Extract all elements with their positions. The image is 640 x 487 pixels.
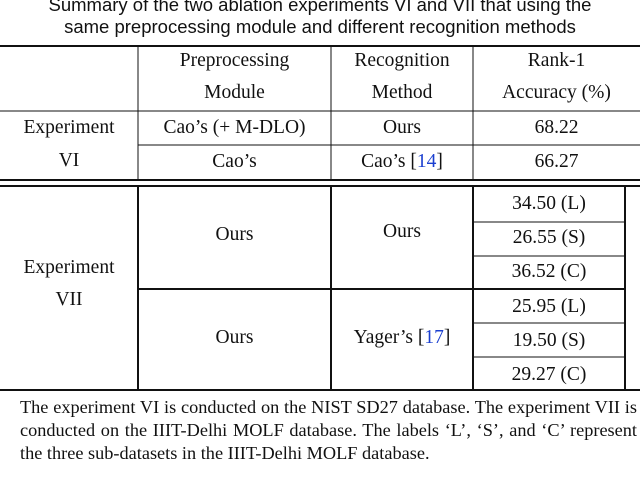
method-text: Yager’s [ [353, 327, 425, 348]
method-text: ] [436, 151, 443, 172]
method-cell: Ours [331, 221, 473, 243]
caption-line: Summary of the two ablation experiments … [48, 0, 592, 15]
accuracy-cell: 68.22 [534, 117, 579, 138]
method-cell: Yager’s [17] [331, 327, 473, 349]
header-cell: Method [371, 82, 433, 103]
method-text: Ours [383, 221, 421, 242]
experiment-label: Experiment [23, 117, 115, 138]
accuracy-cell: 34.50 (L) [512, 193, 586, 214]
accuracy-cell: 36.52 (C) [511, 261, 587, 282]
experiment-label: Experiment [23, 257, 115, 278]
method-text: Ours [383, 117, 421, 138]
accuracy-cell: 25.95 (L) [512, 296, 586, 317]
footnote: The experiment VI is conducted on the NI… [20, 397, 637, 463]
experiment-label: VI [58, 150, 80, 171]
citation[interactable]: 14 [416, 151, 437, 172]
header-cell: Module [204, 82, 265, 103]
header-cell: Preprocessing [179, 50, 290, 71]
experiment-label: VII [55, 289, 83, 310]
method-cell: Cao’s [14] [331, 151, 473, 173]
header-cell: Recognition [354, 50, 450, 71]
module-cell: Cao’s (+ M-DLO) [163, 117, 306, 138]
accuracy-cell: 29.27 (C) [511, 364, 587, 385]
caption-line: same preprocessing module and different … [64, 16, 576, 37]
module-cell: Cao’s [212, 151, 257, 172]
module-cell: Ours [215, 327, 254, 348]
module-cell: Ours [215, 224, 254, 245]
header-cell: Accuracy (%) [502, 82, 611, 103]
accuracy-cell: 66.27 [534, 151, 579, 172]
header-cell: Rank-1 [527, 50, 586, 71]
accuracy-cell: 26.55 (S) [512, 227, 586, 248]
accuracy-cell: 19.50 (S) [512, 330, 586, 351]
method-text: Cao’s [ [361, 151, 417, 172]
citation[interactable]: 17 [424, 327, 444, 348]
method-cell: Ours [331, 117, 473, 139]
method-text: ] [443, 327, 451, 348]
